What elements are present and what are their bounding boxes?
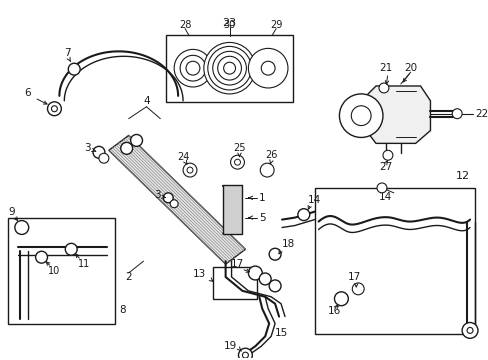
Text: 4: 4 <box>143 96 149 106</box>
Circle shape <box>185 61 200 75</box>
Text: 1: 1 <box>259 193 265 203</box>
Text: 8: 8 <box>120 305 126 315</box>
Circle shape <box>230 155 244 169</box>
Text: 29: 29 <box>269 20 282 30</box>
Text: 14: 14 <box>307 195 321 205</box>
Circle shape <box>351 283 364 295</box>
Text: 11: 11 <box>78 259 90 269</box>
Circle shape <box>186 167 193 173</box>
Circle shape <box>461 323 477 338</box>
Circle shape <box>121 143 132 154</box>
Text: 30: 30 <box>223 20 235 30</box>
Circle shape <box>99 153 109 163</box>
Circle shape <box>130 135 142 147</box>
Circle shape <box>223 62 235 74</box>
Text: 16: 16 <box>327 306 341 316</box>
Circle shape <box>297 209 309 221</box>
Circle shape <box>339 94 382 138</box>
Text: 23: 23 <box>222 18 236 28</box>
Bar <box>212 267 257 299</box>
Bar <box>166 35 292 102</box>
Text: 13: 13 <box>192 269 205 279</box>
Text: 10: 10 <box>48 266 61 276</box>
Circle shape <box>65 243 77 255</box>
Text: 26: 26 <box>264 150 277 160</box>
Circle shape <box>451 109 461 119</box>
Text: 15: 15 <box>275 328 288 338</box>
Circle shape <box>334 292 347 306</box>
Text: 2: 2 <box>125 272 132 282</box>
Circle shape <box>248 48 287 88</box>
Circle shape <box>376 183 386 193</box>
Bar <box>8 217 115 324</box>
Circle shape <box>93 147 105 158</box>
Text: 25: 25 <box>233 143 245 153</box>
Circle shape <box>217 56 241 80</box>
Circle shape <box>466 328 472 333</box>
Text: 20: 20 <box>403 63 416 73</box>
Text: 6: 6 <box>24 88 31 98</box>
Circle shape <box>261 61 275 75</box>
Circle shape <box>47 102 61 116</box>
Circle shape <box>242 352 248 358</box>
Circle shape <box>68 63 80 75</box>
Circle shape <box>203 42 255 94</box>
Circle shape <box>15 221 29 234</box>
Circle shape <box>207 46 251 90</box>
Circle shape <box>163 193 173 203</box>
Text: 5: 5 <box>259 213 265 222</box>
Text: 21: 21 <box>379 63 392 73</box>
Circle shape <box>170 200 178 208</box>
Text: 28: 28 <box>179 20 191 30</box>
Circle shape <box>234 159 240 165</box>
Circle shape <box>36 251 47 263</box>
Text: 7: 7 <box>64 48 70 58</box>
Text: 22: 22 <box>474 109 487 119</box>
Polygon shape <box>109 135 245 264</box>
Text: 14: 14 <box>379 192 392 202</box>
Circle shape <box>268 280 281 292</box>
Polygon shape <box>366 86 429 143</box>
Text: 17: 17 <box>230 259 244 269</box>
Circle shape <box>51 106 57 112</box>
Text: 12: 12 <box>455 171 469 181</box>
Bar <box>222 185 242 234</box>
Circle shape <box>259 273 270 285</box>
Text: 17: 17 <box>347 272 360 282</box>
Circle shape <box>212 51 246 85</box>
Text: 19: 19 <box>224 341 237 351</box>
Text: 27: 27 <box>379 162 392 172</box>
Circle shape <box>238 348 252 360</box>
Circle shape <box>183 163 197 177</box>
Text: 3: 3 <box>84 143 91 153</box>
Circle shape <box>378 83 388 93</box>
Circle shape <box>180 55 205 81</box>
Circle shape <box>248 266 262 280</box>
Circle shape <box>174 49 211 87</box>
Text: 18: 18 <box>282 239 295 249</box>
Text: 24: 24 <box>177 152 189 162</box>
Circle shape <box>260 163 274 177</box>
Circle shape <box>268 248 281 260</box>
Text: 9: 9 <box>8 207 15 217</box>
Bar <box>314 188 474 334</box>
Text: 3: 3 <box>153 190 160 200</box>
Circle shape <box>382 150 392 160</box>
Circle shape <box>350 106 370 126</box>
